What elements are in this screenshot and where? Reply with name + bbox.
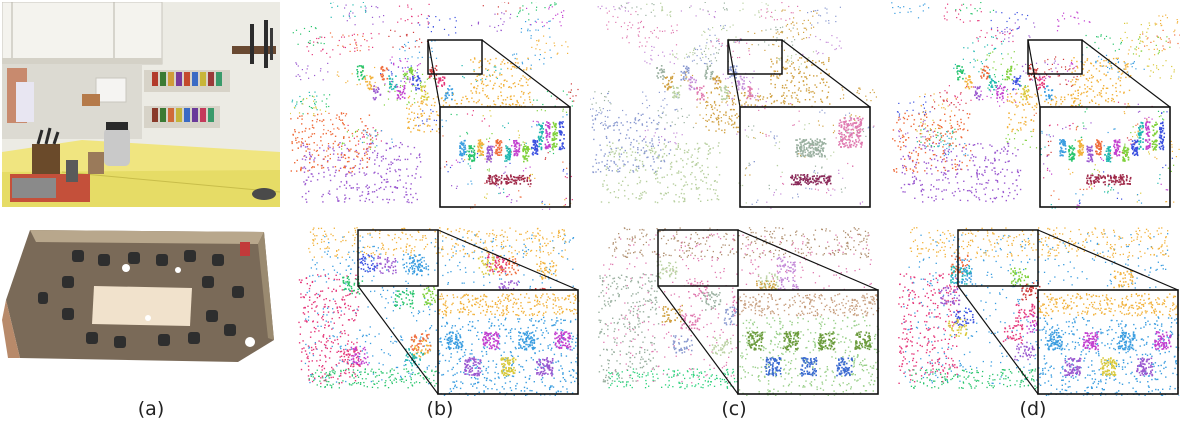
kitchen-seg-d	[890, 2, 1180, 210]
kitchen-seg-c	[590, 2, 880, 210]
room-seg-c	[588, 218, 884, 396]
label-d: (d)	[1019, 398, 1047, 420]
label-c: (c)	[721, 398, 747, 420]
label-b: (b)	[426, 398, 454, 420]
room-seg-b	[288, 218, 584, 396]
kitchen-photo	[2, 2, 280, 207]
room-scan-photo	[2, 220, 282, 370]
kitchen-seg-b	[290, 2, 580, 210]
label-a: (a)	[137, 398, 165, 420]
room-seg-d	[888, 218, 1184, 396]
